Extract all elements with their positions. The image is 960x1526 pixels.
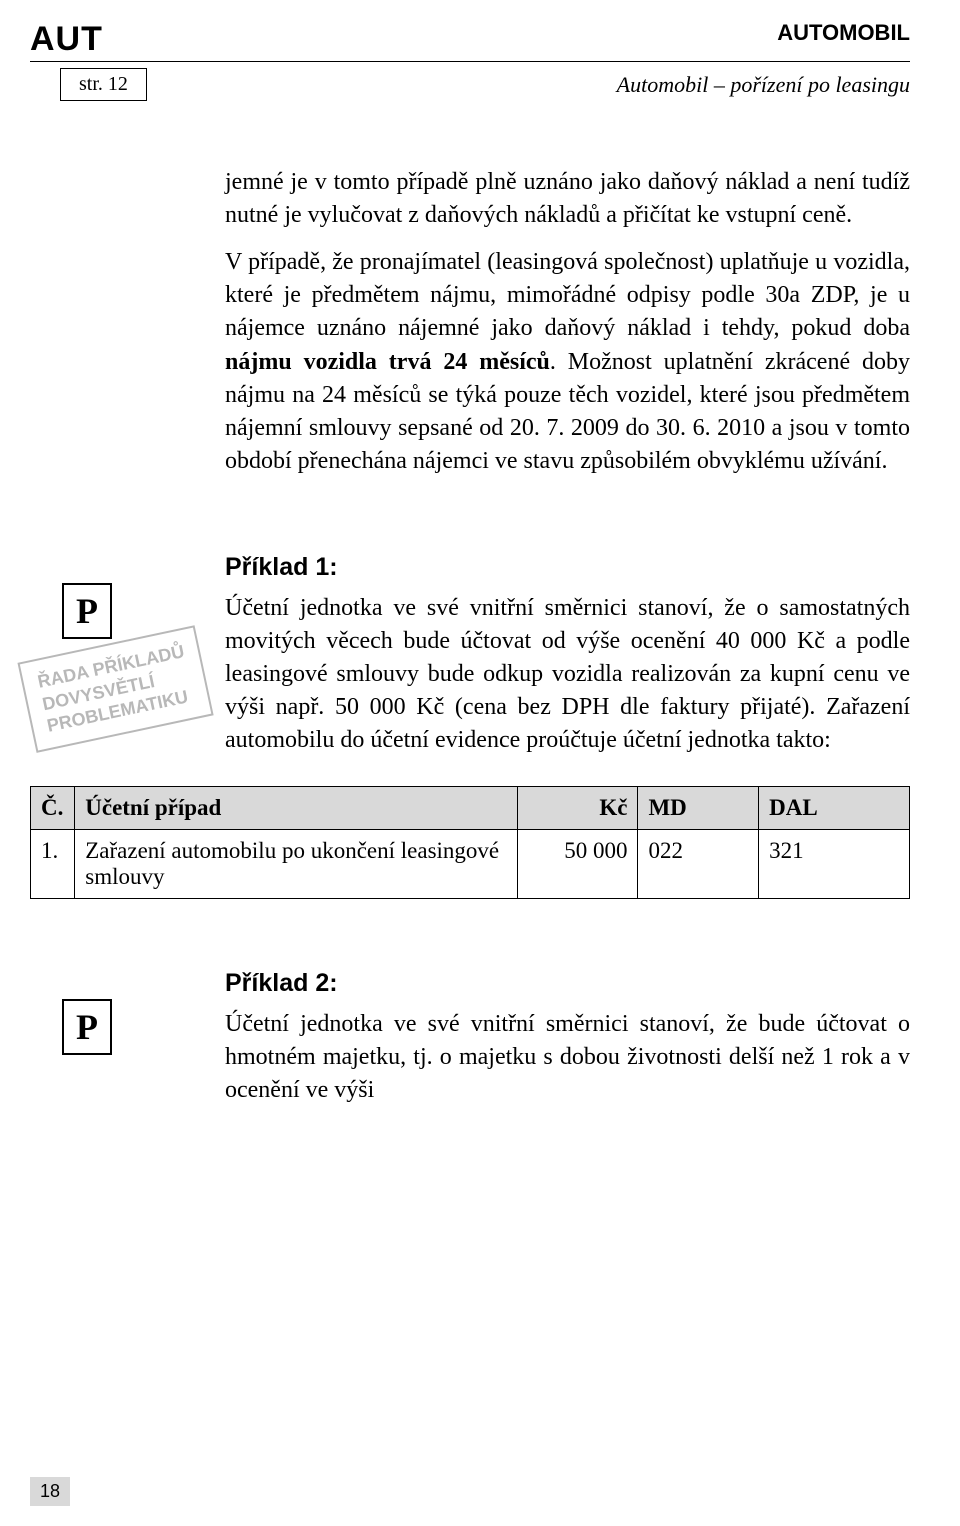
content-area: jemné je v tomto případě plně uznáno jak… <box>225 166 910 1107</box>
table-row: 1. Zařazení automobilu po ukončení leasi… <box>31 829 910 898</box>
p2-part-a: V případě, že pronajímatel (leasingová s… <box>225 249 910 341</box>
category-label: AUTOMOBIL <box>777 20 910 46</box>
td-kc: 50 000 <box>517 829 638 898</box>
example-2-heading: Příklad 2: <box>225 969 910 998</box>
td-case: Zařazení automobilu po ukončení leasingo… <box>75 829 518 898</box>
example-1-text: Účetní jednotka ve své vnitřní směrnici … <box>225 592 910 758</box>
th-kc: Kč <box>517 786 638 829</box>
example-marker-p: P <box>62 583 112 639</box>
table-header-row: Č. Účetní případ Kč MD DAL <box>31 786 910 829</box>
header-row: AUT AUTOMOBIL <box>30 20 910 62</box>
accounting-table: Č. Účetní případ Kč MD DAL 1. Zařazení a… <box>30 786 910 899</box>
example-stamp: ŘADA PŘÍKLADŮ DOVYSVĚTLÍ PROBLEMATIKU <box>17 625 213 752</box>
example-2-marker-p: P <box>62 999 112 1055</box>
example-1-block: P ŘADA PŘÍKLADŮ DOVYSVĚTLÍ PROBLEMATIKU … <box>225 553 910 758</box>
example-2-block: P Příklad 2: Účetní jednotka ve své vnit… <box>225 969 910 1107</box>
example-1-heading: Příklad 1: <box>225 553 910 582</box>
example-2-text: Účetní jednotka ve své vnitřní směrnici … <box>225 1008 910 1107</box>
td-dal: 321 <box>759 829 910 898</box>
td-cislo: 1. <box>31 829 75 898</box>
subtitle: Automobil – pořízení po leasingu <box>617 72 910 98</box>
paragraph-1: jemné je v tomto případě plně uznáno jak… <box>225 166 910 232</box>
th-cislo: Č. <box>31 786 75 829</box>
subheader-row: str. 12 Automobil – pořízení po leasingu <box>30 68 910 101</box>
page-label-box: str. 12 <box>60 68 147 101</box>
p2-bold: nájmu vozidla trvá 24 měsíců <box>225 349 550 375</box>
th-case: Účetní případ <box>75 786 518 829</box>
td-md: 022 <box>638 829 759 898</box>
th-md: MD <box>638 786 759 829</box>
section-code: AUT <box>30 20 103 59</box>
page-number: 18 <box>30 1477 70 1506</box>
paragraph-2: V případě, že pronajímatel (leasingová s… <box>225 246 910 478</box>
th-dal: DAL <box>759 786 910 829</box>
